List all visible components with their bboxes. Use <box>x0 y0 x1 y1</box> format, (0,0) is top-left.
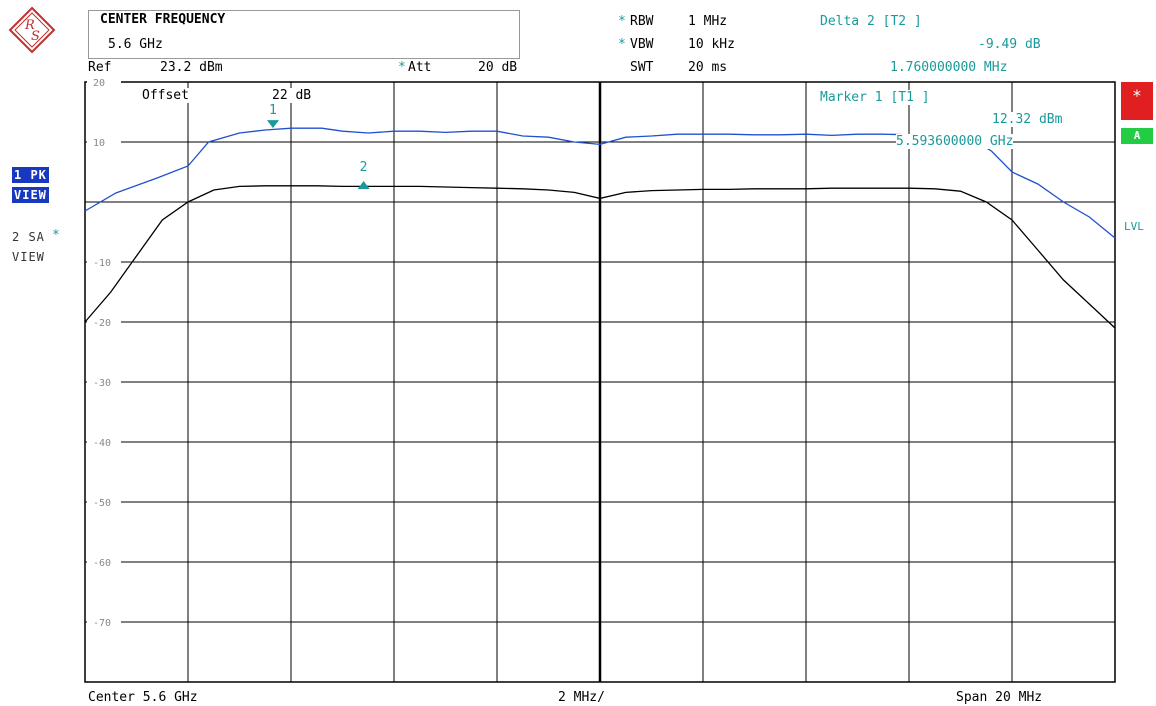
y-tick-background <box>87 555 121 567</box>
y-tick-labels: 20 10 -10 -20 -30 -40 -50 -60 -70 <box>87 75 121 629</box>
y-tick-label: -60 <box>93 558 111 569</box>
y-tick-background <box>87 435 121 447</box>
ref-value: 23.2 dBm <box>160 60 223 75</box>
marker1-frequency: 5.593600000 GHz <box>896 134 1014 149</box>
y-tick-background <box>87 375 121 387</box>
swt-value: 20 ms <box>688 60 728 75</box>
grid <box>84 81 1116 683</box>
center-frequency-label: CENTER FREQUENCY <box>100 12 226 27</box>
delta-marker-level: -9.49 dB <box>978 37 1041 52</box>
vbw-label: VBW <box>630 37 654 52</box>
marker-1-label: 1 <box>269 103 277 118</box>
svg-text:S: S <box>31 29 40 44</box>
footer-center: Center 5.6 GHz <box>88 690 198 705</box>
trace2-view-label[interactable]: VIEW <box>12 250 45 264</box>
markers: 12 <box>266 103 370 190</box>
y-tick-label: -30 <box>93 378 111 389</box>
y-tick-background <box>87 495 121 507</box>
a-status-box: A <box>1121 128 1153 144</box>
footer-span: Span 20 MHz <box>956 690 1043 705</box>
offset-value: 22 dB <box>272 88 312 103</box>
y-tick-background <box>87 75 121 87</box>
att-label: Att <box>408 60 432 75</box>
marker-2-triangle <box>357 181 370 190</box>
marker-2-label: 2 <box>360 160 368 175</box>
swt-label: SWT <box>630 60 654 75</box>
y-tick-background <box>87 615 121 627</box>
svg-text:R: R <box>24 18 35 33</box>
trace1-view-label[interactable]: VIEW <box>12 187 49 203</box>
trace2-mode-label[interactable]: 2 SA <box>12 230 45 244</box>
marker1-level: 12.32 dBm <box>992 112 1063 127</box>
vbw-star: * <box>618 37 626 52</box>
marker1-title: Marker 1 [T1 ] <box>820 90 930 105</box>
center-frequency-value: 5.6 GHz <box>108 37 163 52</box>
rbw-star: * <box>618 14 626 29</box>
marker-1-triangle <box>266 120 279 129</box>
y-tick-background <box>87 135 121 147</box>
y-tick-label: -50 <box>93 498 111 509</box>
y-tick-label: -70 <box>93 618 111 629</box>
y-tick-label: 20 <box>93 78 105 89</box>
star-status-box: * <box>1121 82 1153 120</box>
rbw-value: 1 MHz <box>688 14 728 29</box>
trace-line-2 <box>84 185 1116 329</box>
center-frequency-box <box>88 10 520 59</box>
rohde-schwarz-logo: R S <box>8 6 56 54</box>
vbw-value: 10 kHz <box>688 37 735 52</box>
delta-marker-frequency: 1.760000000 MHz <box>890 60 1008 75</box>
y-tick-label: -10 <box>93 258 111 269</box>
footer-div: 2 MHz/ <box>558 690 605 705</box>
rbw-label: RBW <box>630 14 654 29</box>
y-tick-background <box>87 315 121 327</box>
y-tick-label: -40 <box>93 438 111 449</box>
y-tick-label: -20 <box>93 318 111 329</box>
lvl-label: LVL <box>1124 220 1144 233</box>
ref-label: Ref <box>88 60 112 75</box>
y-tick-label: 10 <box>93 138 105 149</box>
att-star: * <box>398 60 406 75</box>
trace1-mode-label[interactable]: 1 PK <box>12 167 49 183</box>
offset-label: Offset <box>142 88 189 103</box>
y-tick-background <box>87 255 121 267</box>
trace2-star: * <box>52 228 60 243</box>
att-value: 20 dB <box>478 60 518 75</box>
delta-marker-title: Delta 2 [T2 ] <box>820 14 922 29</box>
